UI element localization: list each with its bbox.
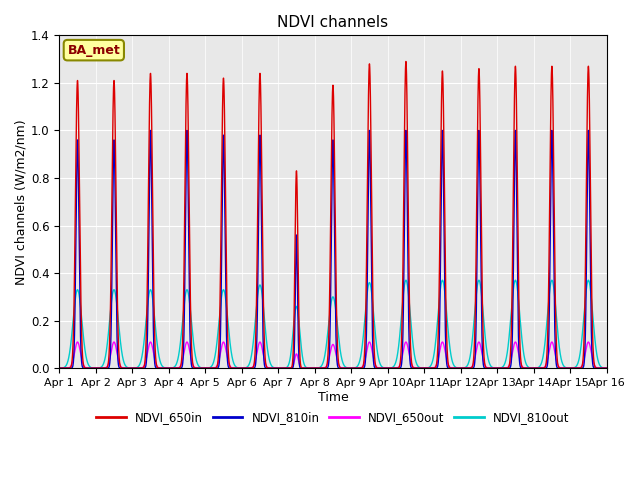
NDVI_650in <box>461 365 469 371</box>
NDVI_810out <box>385 365 393 371</box>
NDVI_810in <box>402 128 410 133</box>
NDVI_810out <box>56 365 63 371</box>
NDVI_810out <box>308 365 316 371</box>
X-axis label: Time: Time <box>317 391 348 404</box>
NDVI_810in <box>603 365 611 371</box>
NDVI_810in <box>187 357 195 362</box>
NDVI_650out <box>353 365 360 371</box>
NDVI_810in <box>353 365 360 371</box>
NDVI_810in <box>265 365 273 371</box>
Legend: NDVI_650in, NDVI_810in, NDVI_650out, NDVI_810out: NDVI_650in, NDVI_810in, NDVI_650out, NDV… <box>92 407 574 429</box>
NDVI_650out <box>187 355 195 360</box>
NDVI_810out <box>353 364 360 370</box>
NDVI_810in <box>308 365 316 371</box>
NDVI_810out <box>265 355 273 360</box>
NDVI_650out <box>93 365 100 371</box>
Line: NDVI_650out: NDVI_650out <box>60 342 607 368</box>
NDVI_810out <box>402 277 410 283</box>
NDVI_810out <box>603 365 611 371</box>
NDVI_650in <box>603 365 611 371</box>
NDVI_650in <box>353 365 360 371</box>
Line: NDVI_650in: NDVI_650in <box>60 61 607 368</box>
Y-axis label: NDVI channels (W/m2/nm): NDVI channels (W/m2/nm) <box>15 119 28 285</box>
NDVI_810out <box>461 364 469 370</box>
Line: NDVI_810in: NDVI_810in <box>60 131 607 368</box>
NDVI_650out <box>56 365 63 371</box>
NDVI_650out <box>256 339 264 345</box>
NDVI_650in <box>265 365 273 371</box>
NDVI_650in <box>187 323 195 329</box>
NDVI_810in <box>385 365 393 371</box>
NDVI_810out <box>93 365 100 371</box>
NDVI_650out <box>307 365 314 371</box>
NDVI_650out <box>461 365 469 371</box>
Line: NDVI_810out: NDVI_810out <box>60 280 607 368</box>
NDVI_810in <box>56 365 63 371</box>
NDVI_650in <box>93 365 100 371</box>
NDVI_650out <box>385 365 393 371</box>
NDVI_650out <box>603 365 611 371</box>
Text: BA_met: BA_met <box>67 44 120 57</box>
NDVI_650out <box>265 365 273 371</box>
NDVI_650in <box>308 365 316 371</box>
NDVI_810in <box>93 365 100 371</box>
NDVI_650in <box>402 59 410 64</box>
NDVI_650in <box>385 365 393 371</box>
NDVI_810out <box>187 313 195 319</box>
NDVI_810in <box>461 365 469 371</box>
Title: NDVI channels: NDVI channels <box>277 15 388 30</box>
NDVI_650in <box>56 365 63 371</box>
